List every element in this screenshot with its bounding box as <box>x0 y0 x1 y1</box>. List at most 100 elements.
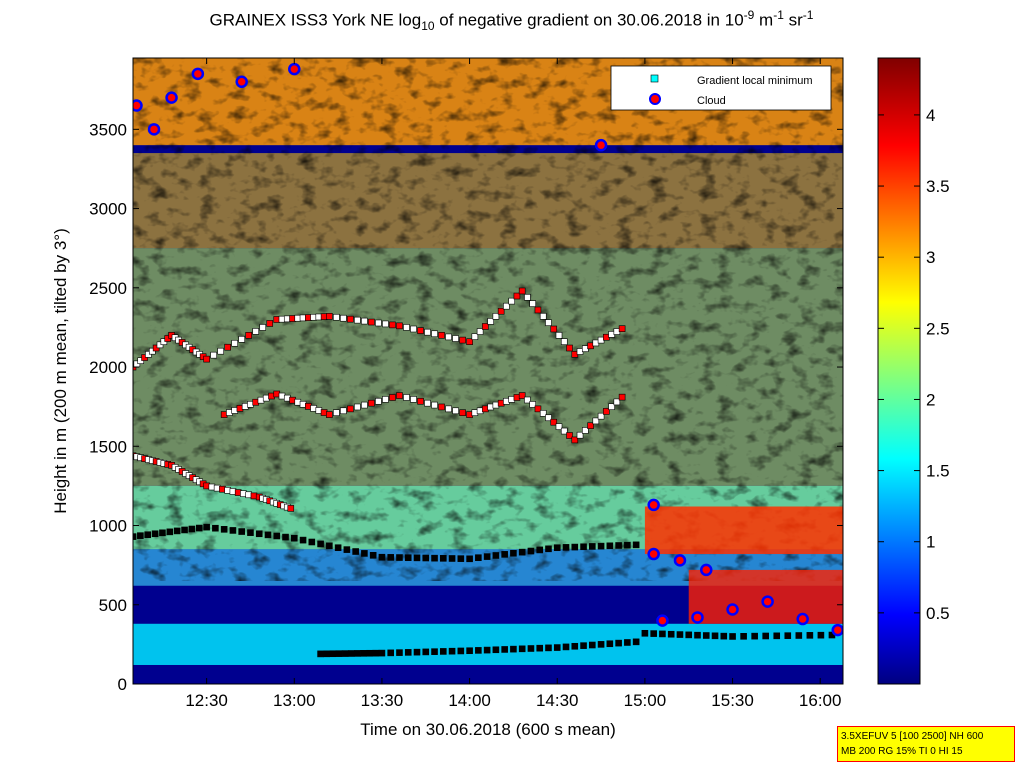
gradient-minimum-marker <box>545 414 552 422</box>
gradient-minimum-marker <box>545 545 552 553</box>
gradient-minimum-marker <box>536 546 544 554</box>
cloud-marker <box>761 595 774 608</box>
gradient-minimum-marker <box>452 335 459 342</box>
heatmap-plot: 12:30 13:00 13:30 14:00 14:30 15:00 15:30 16:00… <box>51 57 844 739</box>
gradient-minimum-marker <box>452 407 459 415</box>
gradient-minimum-marker <box>203 523 210 531</box>
gradient-minimum-marker <box>624 541 631 549</box>
gradient-minimum-marker <box>413 554 421 562</box>
gradient-minimum-marker <box>299 536 307 544</box>
gradient-minimum-marker <box>529 401 537 408</box>
cloud-marker <box>796 612 809 626</box>
gradient-minimum-marker <box>340 314 347 322</box>
gradient-minimum-marker <box>527 547 535 555</box>
gradient-minimum-marker <box>562 544 570 551</box>
legend-marker-cloud <box>649 93 661 105</box>
gradient-minimum-marker <box>466 647 473 655</box>
gradient-minimum-marker <box>378 553 386 561</box>
gradient-minimum-marker <box>492 552 500 559</box>
gradient-minimum-marker <box>553 644 561 651</box>
gradient-minimum-marker <box>203 355 210 363</box>
gradient-minimum-marker <box>466 555 473 563</box>
plot-frame <box>132 57 844 685</box>
cloud-marker <box>594 138 608 152</box>
gradient-minimum-marker <box>404 554 412 561</box>
colorbar-tick-label: 2 <box>926 390 935 409</box>
gradient-minimum-marker <box>773 632 781 640</box>
gradient-minimum-marker <box>387 649 395 657</box>
gradient-minimum-marker <box>475 554 482 561</box>
gradient-minimum-marker <box>492 313 500 320</box>
x-tick-label: 15:00 <box>624 691 667 710</box>
gradient-minimum-marker <box>566 344 573 352</box>
gradient-minimum-marker <box>431 648 438 655</box>
y-tick-label: 3000 <box>89 200 127 219</box>
gradient-minimum-marker <box>396 392 403 399</box>
info-line-1: 3.5XEFUV 5 [100 2500] NH 600 <box>841 731 984 742</box>
gradient-minimum-marker <box>403 394 410 401</box>
y-tick-label: 2000 <box>89 358 127 377</box>
gradient-minimum-marker <box>245 332 253 339</box>
gradient-minimum-marker <box>459 336 466 344</box>
gradient-minimum-marker <box>151 530 159 538</box>
gradient-minimum-marker <box>618 393 626 401</box>
cloud-marker <box>647 498 660 512</box>
gradient-minimum-marker <box>589 543 596 550</box>
gradient-minimum-marker <box>347 405 354 413</box>
x-tick-label: 14:00 <box>448 691 491 710</box>
gradient-minimum-marker <box>217 347 224 355</box>
gradient-minimum-marker <box>378 649 386 657</box>
cloud-marker <box>691 611 704 624</box>
y-tick-label: 1500 <box>89 437 127 456</box>
gradient-minimum-marker <box>166 528 174 536</box>
gradient-minimum-marker <box>181 526 188 534</box>
gradient-minimum-marker <box>360 650 367 657</box>
cloud-marker <box>147 123 161 136</box>
gradient-minimum-marker <box>784 632 792 639</box>
gradient-minimum-marker <box>252 328 260 335</box>
heatmap-cloud-layer <box>644 506 843 555</box>
gradient-minimum-marker <box>247 529 254 536</box>
y-tick-label: 0 <box>118 675 127 694</box>
gradient-minimum-marker <box>287 505 295 512</box>
gradient-minimum-marker <box>366 649 373 657</box>
gradient-minimum-marker <box>317 540 324 548</box>
info-line-2: MB 200 RG 15% TI 0 HI 15 <box>841 746 963 757</box>
gradient-minimum-marker <box>510 645 517 653</box>
colorbar-tick-label: 1 <box>926 533 935 552</box>
colorbar-scale <box>877 57 921 685</box>
gradient-minimum-marker <box>510 549 517 557</box>
gradient-minimum-marker <box>571 436 579 444</box>
gradient-minimum-marker <box>501 551 508 558</box>
legend-marker-gradient-minimum <box>650 74 659 83</box>
gradient-minimum-marker <box>238 528 245 535</box>
gradient-minimum-marker <box>137 532 144 539</box>
gradient-minimum-marker <box>173 527 181 535</box>
gradient-minimum-marker <box>347 315 354 323</box>
gradient-minimum-marker <box>317 650 324 658</box>
gradient-minimum-marker <box>527 645 535 652</box>
gradient-minimum-marker <box>396 322 403 330</box>
legend: Gradient local minimum Cloud <box>610 65 832 111</box>
gradient-minimum-marker <box>396 649 403 656</box>
gradient-minimum-marker <box>335 650 343 657</box>
gradient-minimum-marker <box>212 524 219 532</box>
gradient-minimum-marker <box>341 650 349 657</box>
gradient-minimum-marker <box>711 632 719 640</box>
gradient-minimum-marker <box>210 351 217 359</box>
x-tick-label: 12:30 <box>185 691 228 710</box>
gradient-minimum-marker <box>326 411 333 418</box>
gradient-minimum-marker <box>518 548 526 556</box>
gradient-minimum-marker <box>195 524 203 532</box>
gradient-minimum-marker <box>361 401 368 409</box>
gradient-minimum-marker <box>518 287 526 295</box>
gradient-minimum-marker <box>422 648 430 656</box>
gradient-minimum-marker <box>606 542 614 550</box>
gradient-minimum-marker <box>483 553 491 560</box>
gradient-minimum-marker <box>224 343 231 351</box>
gradient-minimum-marker <box>539 410 547 417</box>
gradient-minimum-marker <box>659 630 666 638</box>
gradient-minimum-marker <box>352 548 359 555</box>
gradient-minimum-marker <box>539 313 547 320</box>
